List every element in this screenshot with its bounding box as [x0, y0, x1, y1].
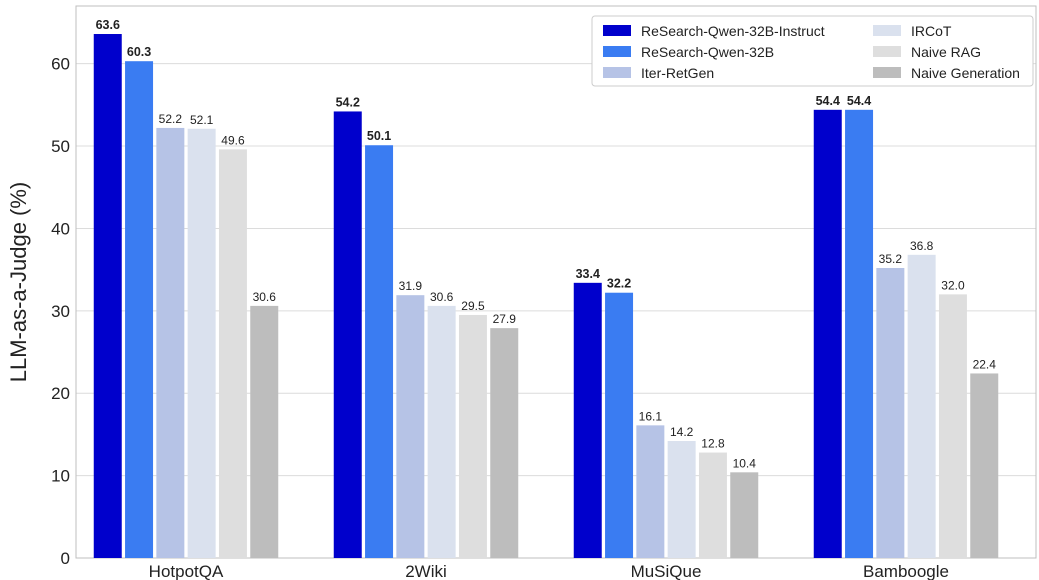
data-label-musique-research-qwen-32b-instruct: 33.4: [576, 267, 600, 281]
data-labels: 63.6 60.3 52.2 52.1 49.6 30.6 54.2 50.1 31.9 30.6…: [96, 18, 997, 470]
bar-2wiki-research-qwen-32b-instruct: [333, 111, 362, 558]
bar-musique-naive-rag: [698, 452, 727, 558]
data-label-2wiki-ircot: 30.6: [430, 290, 454, 304]
y-axis-title: LLM-as-a-Judge (%): [6, 182, 31, 383]
data-label-musique-naive-generation: 10.4: [733, 456, 757, 470]
bar-2wiki-naive-rag: [458, 314, 487, 558]
data-label-hotpotqa-naive-rag: 49.6: [221, 133, 245, 147]
data-label-2wiki-naive-generation: 27.9: [493, 312, 517, 326]
data-label-musique-naive-rag: 12.8: [701, 437, 725, 451]
bar-musique-research-qwen-32b: [605, 292, 634, 558]
bar-musique-ircot: [667, 441, 696, 558]
bar-bamboogle-research-qwen-32b: [845, 109, 874, 558]
bar-bamboogle-ircot: [907, 254, 936, 558]
bar-hotpotqa-naive-generation: [250, 305, 279, 558]
data-label-bamboogle-research-qwen-32b: 54.4: [847, 94, 871, 108]
bar-hotpotqa-iter-retgen: [156, 127, 185, 558]
legend-swatch-iter-retgen: [603, 67, 631, 78]
data-label-2wiki-iter-retgen: 31.9: [399, 279, 423, 293]
bar-bamboogle-naive-rag: [938, 294, 967, 558]
bar-2wiki-ircot: [427, 305, 456, 558]
data-label-bamboogle-research-qwen-32b-instruct: 54.4: [816, 94, 840, 108]
data-label-musique-research-qwen-32b: 32.2: [607, 277, 631, 291]
legend-label-naive-rag: Naive RAG: [911, 44, 981, 60]
y-tick-label: 0: [61, 549, 70, 568]
bar-2wiki-iter-retgen: [396, 295, 425, 558]
bar-hotpotqa-research-qwen-32b-instruct: [93, 34, 122, 558]
bar-2wiki-research-qwen-32b: [365, 145, 394, 558]
bar-2wiki-naive-generation: [490, 328, 519, 558]
x-tick-label: MuSiQue: [631, 562, 702, 580]
bar-musique-research-qwen-32b-instruct: [573, 282, 602, 558]
data-label-hotpotqa-research-qwen-32b: 60.3: [127, 45, 151, 59]
data-label-2wiki-naive-rag: 29.5: [461, 299, 485, 313]
plot-frame: [75, 5, 1037, 559]
legend-label-naive-generation: Naive Generation: [911, 65, 1020, 81]
data-label-2wiki-research-qwen-32b-instruct: 54.2: [336, 95, 360, 109]
bar-musique-naive-generation: [730, 472, 759, 558]
legend-swatch-research-qwen-32b: [603, 46, 631, 57]
data-label-bamboogle-iter-retgen: 35.2: [879, 252, 903, 266]
legend-label-research-qwen-32b-instruct: ReSearch-Qwen-32B-Instruct: [641, 23, 825, 39]
data-label-hotpotqa-research-qwen-32b-instruct: 63.6: [96, 18, 120, 32]
data-label-hotpotqa-naive-generation: 30.6: [253, 290, 277, 304]
legend-label-research-qwen-32b: ReSearch-Qwen-32B: [641, 44, 774, 60]
data-label-hotpotqa-iter-retgen: 52.2: [159, 112, 183, 126]
y-tick-label: 30: [51, 302, 70, 321]
x-tick-label: HotpotQA: [149, 562, 224, 580]
data-label-bamboogle-naive-rag: 32.0: [941, 278, 965, 292]
bar-bamboogle-research-qwen-32b-instruct: [813, 109, 842, 558]
legend-label-ircot: IRCoT: [911, 23, 952, 39]
legend-swatch-research-qwen-32b-instruct: [603, 25, 631, 36]
data-label-musique-iter-retgen: 16.1: [639, 409, 663, 423]
data-label-bamboogle-naive-generation: 22.4: [973, 357, 997, 371]
legend: ReSearch-Qwen-32B-Instruct ReSearch-Qwen-…: [591, 15, 1034, 87]
data-label-hotpotqa-ircot: 52.1: [190, 113, 214, 127]
bars: [93, 34, 999, 558]
legend-box: [591, 15, 1034, 87]
bar-bamboogle-naive-generation: [970, 373, 999, 558]
bar-musique-iter-retgen: [636, 425, 665, 558]
bar-hotpotqa-ircot: [187, 128, 216, 558]
legend-swatch-naive-rag: [873, 46, 901, 57]
legend-label-iter-retgen: Iter-RetGen: [641, 65, 714, 81]
legend-swatch-ircot: [873, 25, 901, 36]
data-label-bamboogle-ircot: 36.8: [910, 239, 934, 253]
y-tick-label: 40: [51, 219, 70, 238]
x-tick-label: Bamboogle: [863, 562, 949, 580]
bar-hotpotqa-research-qwen-32b: [125, 61, 154, 558]
data-label-musique-ircot: 14.2: [670, 425, 694, 439]
data-label-2wiki-research-qwen-32b: 50.1: [367, 129, 391, 143]
x-tick-label: 2Wiki: [405, 562, 447, 580]
bar-bamboogle-iter-retgen: [876, 267, 905, 558]
y-tick-label: 20: [51, 384, 70, 403]
bar-hotpotqa-naive-rag: [218, 149, 247, 558]
y-tick-label: 50: [51, 137, 70, 156]
x-axis: HotpotQA 2Wiki MuSiQue Bamboogle: [149, 562, 949, 580]
y-axis: 0 10 20 30 40 50 60: [51, 55, 70, 568]
legend-swatch-naive-generation: [873, 67, 901, 78]
y-tick-label: 60: [51, 55, 70, 74]
y-tick-label: 10: [51, 467, 70, 486]
